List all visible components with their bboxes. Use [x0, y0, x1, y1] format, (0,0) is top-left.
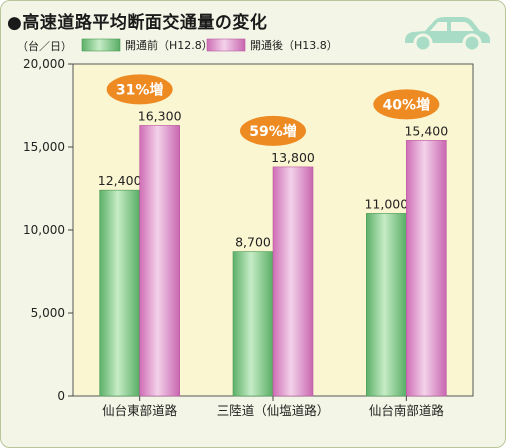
bar-value-label: 16,300 — [138, 108, 182, 123]
y-axis: 0 5,000 10,000 15,000 20,000 — [23, 57, 73, 403]
bar — [99, 189, 140, 397]
bar-value-label: 8,700 — [235, 235, 271, 250]
legend-swatch-before — [81, 38, 121, 52]
category-label: 仙台南部道路 — [369, 403, 445, 418]
bar-value-label: 11,000 — [364, 196, 408, 211]
y-axis-unit: （台／日） — [17, 39, 72, 53]
increase-bubble — [373, 89, 440, 120]
legend-swatch-after — [206, 38, 246, 52]
bar-value-label: 12,400 — [98, 173, 142, 188]
y-tick-label: 15,000 — [23, 140, 65, 154]
y-tick-label: 20,000 — [23, 57, 65, 71]
category-label: 三陸道（仙塩道路） — [217, 403, 330, 418]
bar-value-label: 13,800 — [271, 150, 315, 165]
bar-value-label: 15,400 — [404, 123, 448, 138]
bar — [366, 213, 407, 397]
annotation-group: 31%増 59%増 40%増 — [106, 74, 440, 146]
bar-group: 12,400 16,300 8,700 13,800 11,000 15,400 — [98, 108, 448, 397]
increase-label: 40%増 — [383, 96, 431, 113]
increase-bubble — [240, 115, 306, 146]
bar — [406, 140, 447, 397]
legend-label-before: 開通前（H12.8） — [125, 38, 213, 52]
legend: 開通前（H12.8） 開通後（H13.8） — [81, 38, 338, 52]
bar — [232, 251, 274, 397]
increase-label: 59%増 — [249, 123, 297, 140]
chart-title: ●高速道路平均断面交通量の変化 — [7, 13, 268, 33]
legend-label-after: 開通後（H13.8） — [250, 38, 338, 52]
category-label: 仙台東部道路 — [102, 403, 178, 418]
increase-bubble — [106, 74, 173, 105]
increase-label: 31%増 — [116, 81, 164, 98]
y-tick-label: 0 — [57, 389, 65, 403]
car-icon — [405, 17, 490, 53]
y-tick-label: 10,000 — [23, 223, 65, 237]
bar — [139, 125, 180, 397]
y-tick-label: 5,000 — [31, 306, 65, 320]
bar — [272, 166, 314, 397]
category-axis: 仙台東部道路 三陸道（仙塩道路） 仙台南部道路 — [102, 396, 444, 418]
